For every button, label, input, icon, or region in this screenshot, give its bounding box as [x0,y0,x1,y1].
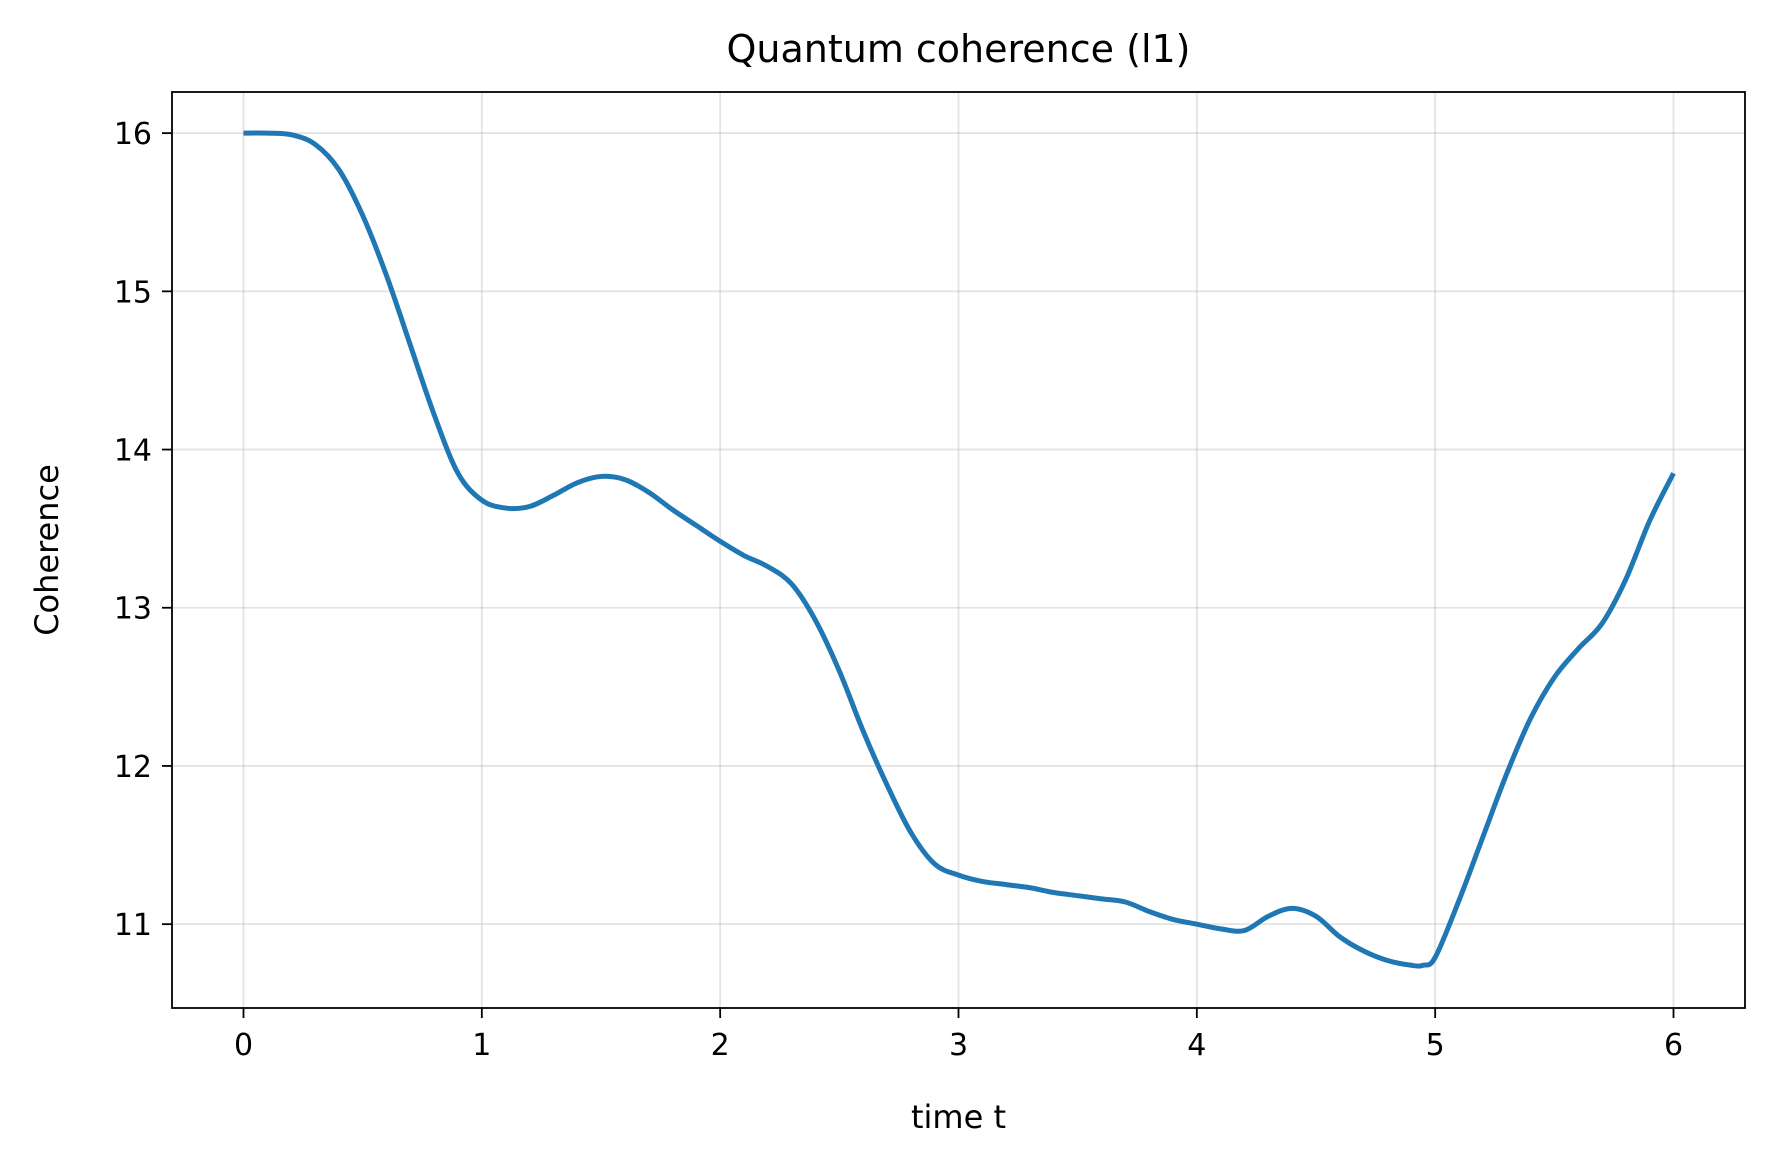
x-tick-label: 0 [234,1028,253,1063]
x-tick-label: 5 [1426,1028,1445,1063]
x-tick-label: 4 [1187,1028,1206,1063]
y-axis-label: Coherence [28,464,66,636]
series-layer [243,130,1676,969]
y-tick-label: 13 [114,592,152,627]
grid [172,92,1745,1008]
x-tick-label: 1 [472,1028,491,1063]
y-tick-label: 15 [114,275,152,310]
y-tick-label: 11 [114,908,152,943]
y-tick-label: 12 [114,750,152,785]
y-tick-label: 14 [114,434,152,469]
chart-title: Quantum coherence (l1) [726,27,1190,71]
x-tick-label: 2 [711,1028,730,1063]
y-tick-label: 16 [114,117,152,152]
series-line [243,130,1676,969]
x-axis-label: time t [911,1098,1006,1136]
x-tick-label: 6 [1664,1028,1683,1063]
x-tick-label: 3 [949,1028,968,1063]
